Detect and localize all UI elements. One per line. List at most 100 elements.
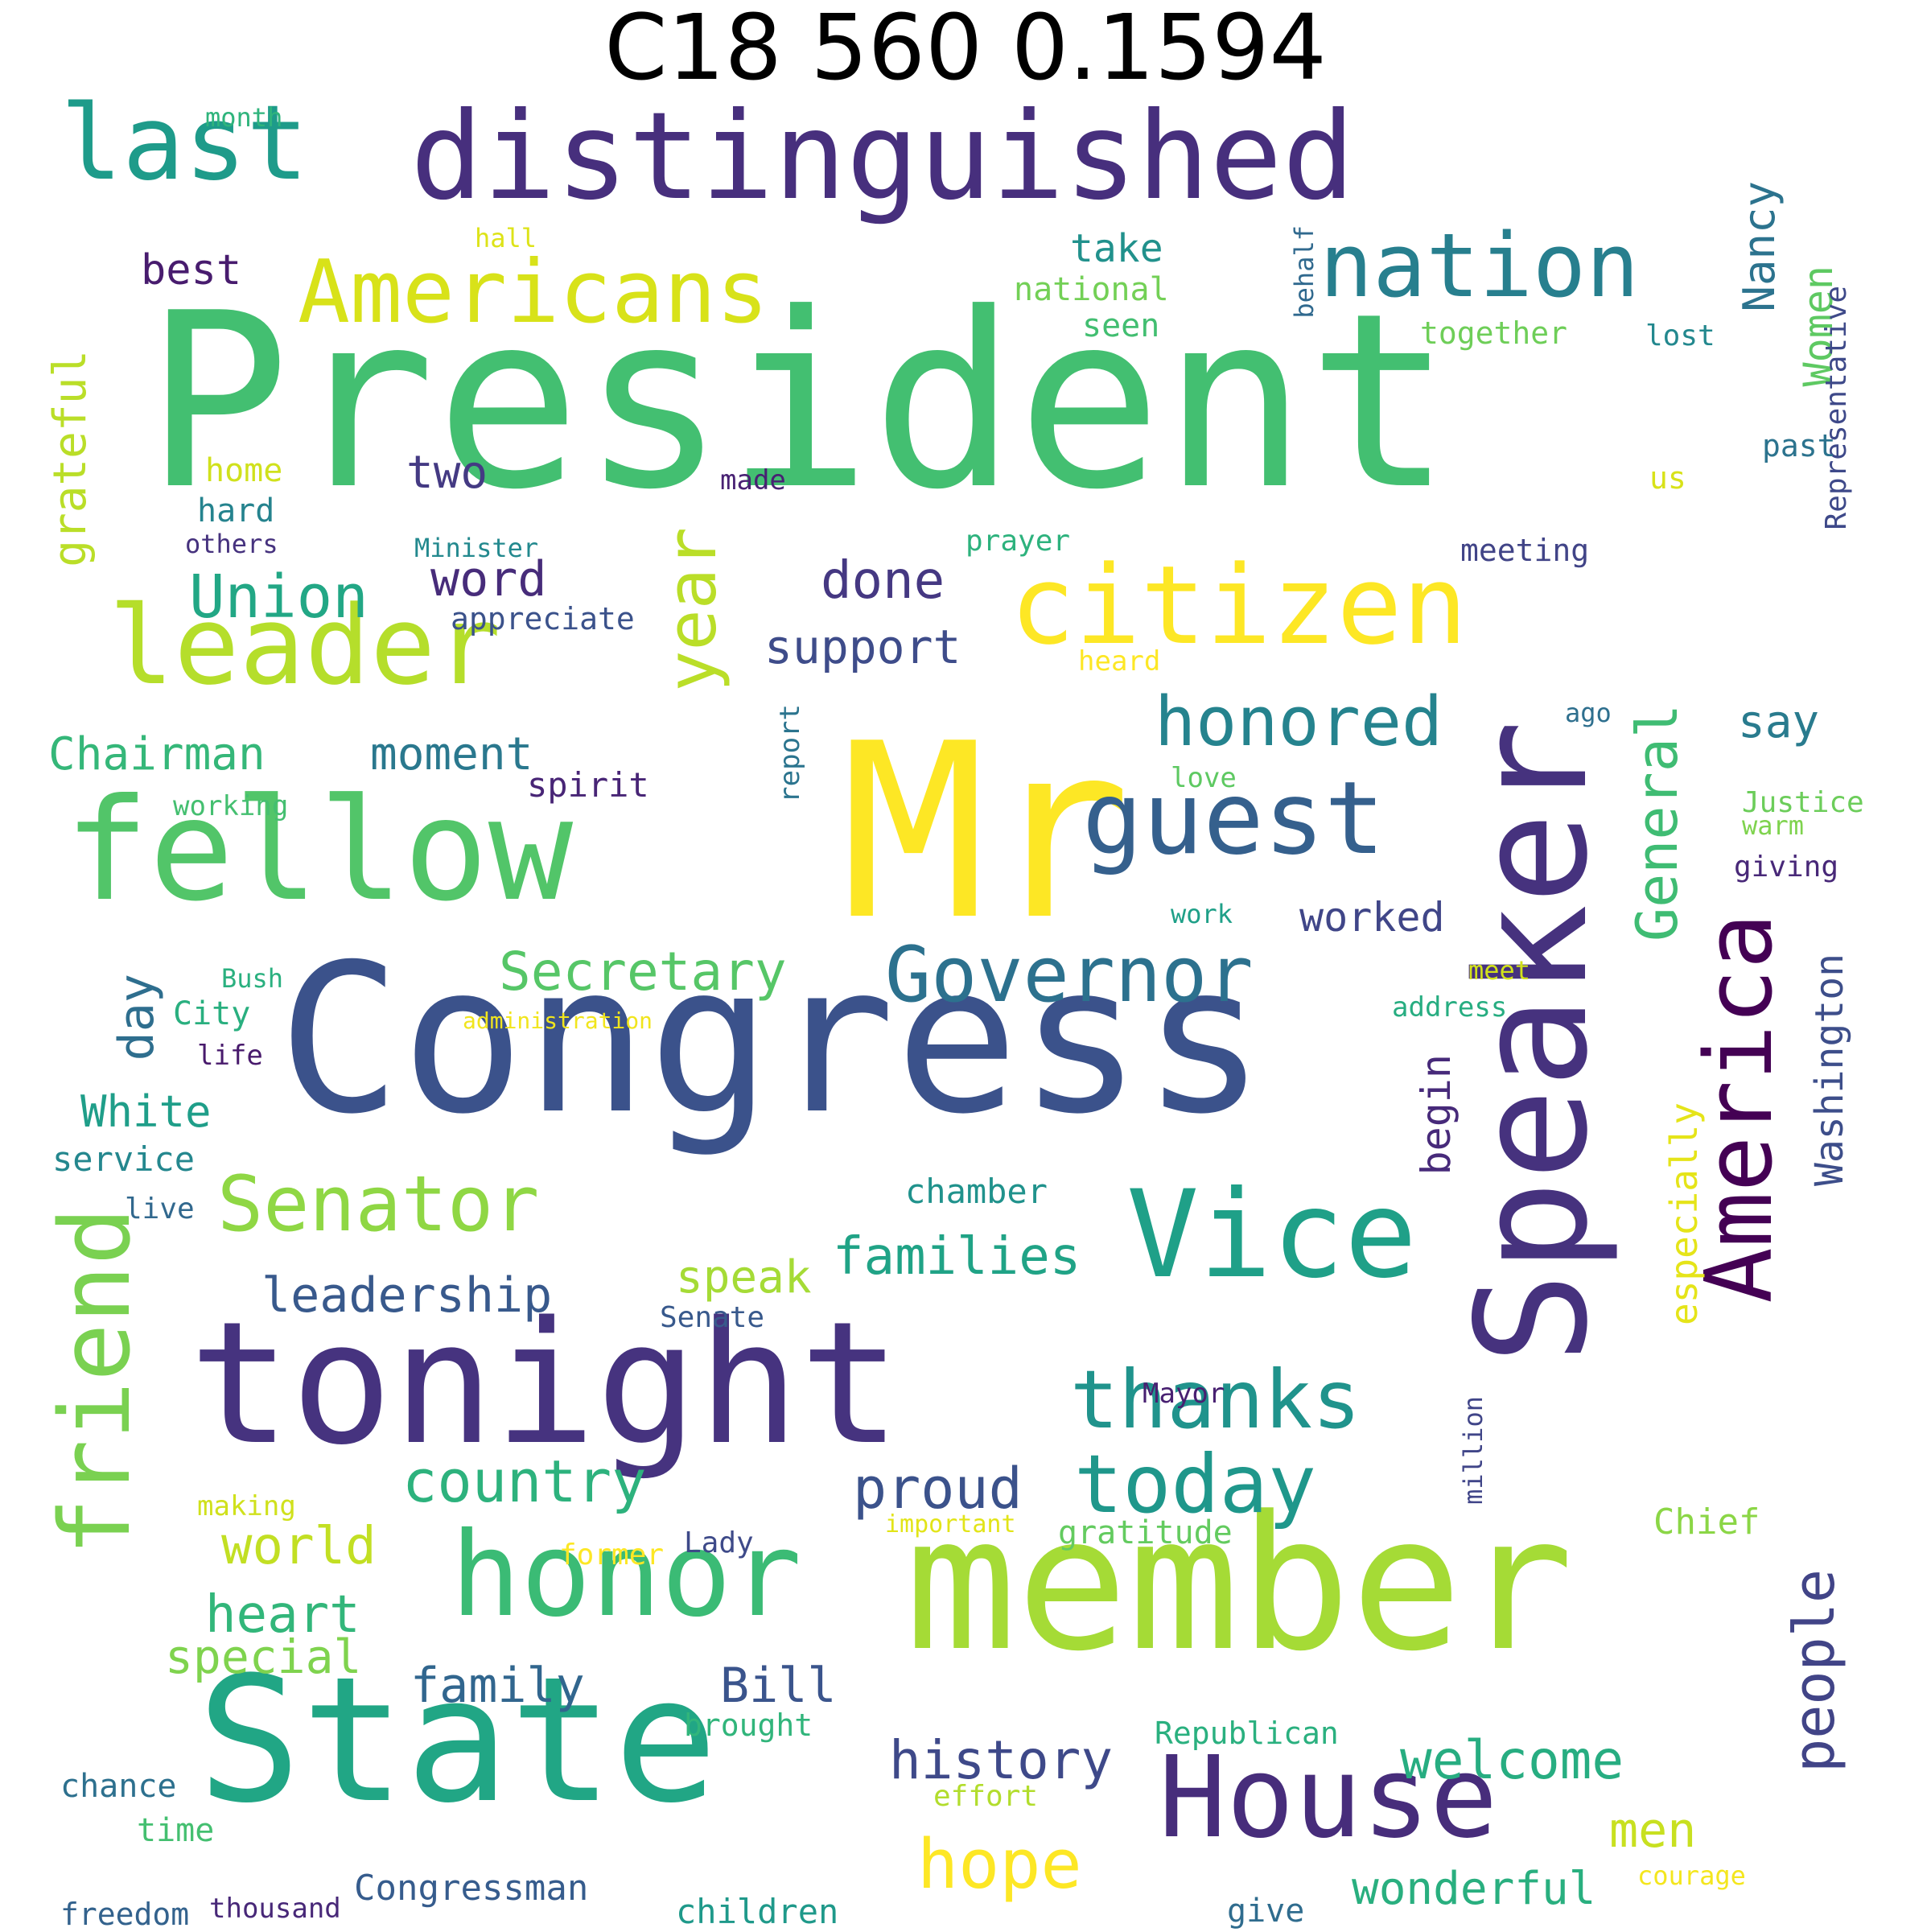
word-life: life: [197, 1040, 263, 1072]
word-member: member: [905, 1477, 1574, 1692]
word-proud: proud: [853, 1456, 1023, 1522]
word-support: support: [764, 620, 961, 674]
word-last: last: [60, 84, 309, 204]
word-hope: hope: [917, 1825, 1082, 1905]
word-making: making: [197, 1490, 296, 1522]
word-union: Union: [189, 562, 368, 632]
word-courage: courage: [1637, 1860, 1746, 1891]
word-others: others: [185, 529, 278, 559]
word-republican: Republican: [1155, 1716, 1339, 1751]
word-mr: Mr: [841, 692, 1132, 973]
word-welcome: welcome: [1400, 1729, 1624, 1791]
word-work: work: [1171, 899, 1233, 929]
word-wonderful: wonderful: [1352, 1863, 1596, 1915]
word-give: give: [1227, 1893, 1305, 1930]
word-bush: Bush: [221, 963, 284, 994]
word-state: State: [197, 1639, 718, 1841]
chart-title: C18 560 0.1594: [604, 0, 1327, 101]
word-important: important: [885, 1510, 1016, 1539]
word-home: home: [205, 452, 283, 489]
word-national: national: [1014, 271, 1169, 308]
word-thousand: thousand: [209, 1893, 341, 1925]
word-nation: nation: [1320, 214, 1640, 317]
word-done: done: [821, 551, 945, 611]
word-love: love: [1171, 762, 1237, 794]
word-chance: chance: [60, 1768, 177, 1805]
word-senate: Senate: [660, 1301, 765, 1334]
word-heart: heart: [205, 1585, 360, 1645]
word-live: live: [125, 1193, 195, 1226]
word-meet: meet: [1468, 955, 1531, 986]
word-americans: Americans: [298, 242, 769, 343]
word-grateful: grateful: [44, 350, 97, 567]
word-honor: honor: [451, 1507, 802, 1643]
word-family: family: [410, 1658, 585, 1714]
word-history: history: [889, 1729, 1114, 1791]
word-made: made: [720, 464, 786, 496]
word-behalf: behalf: [1289, 225, 1320, 319]
word-cloud: President Mr Congress member Speaker ton…: [40, 84, 1891, 1931]
word-hard: hard: [197, 492, 275, 529]
word-gratitude: gratitude: [1058, 1514, 1233, 1551]
word-distinguished: distinguished: [410, 87, 1355, 227]
word-today: today: [1074, 1437, 1317, 1531]
word-friend: friend: [40, 1207, 152, 1556]
word-congress: Congress: [278, 921, 1266, 1160]
word-minister: Minister: [414, 533, 539, 563]
word-especially: especially: [1662, 1102, 1706, 1325]
word-leadership: leadership: [261, 1267, 553, 1324]
word-house: House: [1159, 1732, 1498, 1864]
word-administration: administration: [463, 1007, 653, 1034]
word-men: men: [1609, 1802, 1697, 1859]
word-citizen: citizen: [1010, 542, 1468, 669]
word-governor: Governor: [885, 931, 1254, 1020]
word-washington: Washington: [1807, 954, 1852, 1186]
word-seen: seen: [1082, 307, 1160, 344]
word-heard: heard: [1078, 645, 1161, 678]
word-best: best: [141, 246, 242, 295]
word-word: word: [430, 551, 547, 608]
word-nancy: Nancy: [1734, 181, 1785, 312]
word-representative: Representative: [1820, 286, 1853, 530]
word-working: working: [173, 790, 289, 822]
word-congressman: Congressman: [354, 1868, 589, 1909]
word-country: country: [402, 1448, 647, 1515]
word-together: together: [1420, 315, 1568, 351]
word-address: address: [1392, 991, 1508, 1024]
word-city: City: [173, 995, 251, 1032]
word-moment: moment: [370, 728, 533, 781]
word-thanks: thanks: [1070, 1353, 1361, 1447]
word-prayer: prayer: [966, 525, 1071, 558]
word-day: day: [109, 974, 165, 1061]
word-warm: warm: [1742, 810, 1805, 841]
word-general: General: [1624, 704, 1690, 942]
word-families: families: [833, 1227, 1081, 1287]
word-guest: guest: [1082, 760, 1385, 877]
word-special: special: [165, 1629, 362, 1684]
word-brought: brought: [684, 1707, 813, 1743]
word-us: us: [1649, 460, 1686, 496]
word-say: say: [1738, 696, 1820, 748]
word-begin: begin: [1413, 1054, 1460, 1176]
word-mayor: Mayor: [1143, 1378, 1225, 1410]
word-time: time: [137, 1812, 215, 1849]
word-leader: leader: [109, 583, 501, 709]
word-tonight: tonight: [189, 1285, 902, 1482]
word-senator: Senator: [217, 1160, 540, 1249]
word-speaker: Speaker: [1443, 720, 1621, 1365]
word-take: take: [1070, 226, 1163, 271]
word-hall: hall: [475, 223, 537, 253]
word-president: President: [145, 262, 1453, 542]
word-million: million: [1458, 1396, 1488, 1505]
word-appreciate: appreciate: [451, 601, 635, 636]
word-year: year: [653, 527, 732, 692]
word-meeting: meeting: [1460, 533, 1590, 568]
word-children: children: [676, 1892, 839, 1931]
word-ago: ago: [1565, 698, 1612, 728]
word-world: world: [221, 1517, 377, 1576]
word-spirit: spirit: [527, 765, 649, 805]
word-lost: lost: [1645, 319, 1715, 352]
word-fellow: fellow: [64, 769, 574, 933]
word-chamber: chamber: [905, 1172, 1048, 1211]
word-former: former: [559, 1539, 665, 1572]
